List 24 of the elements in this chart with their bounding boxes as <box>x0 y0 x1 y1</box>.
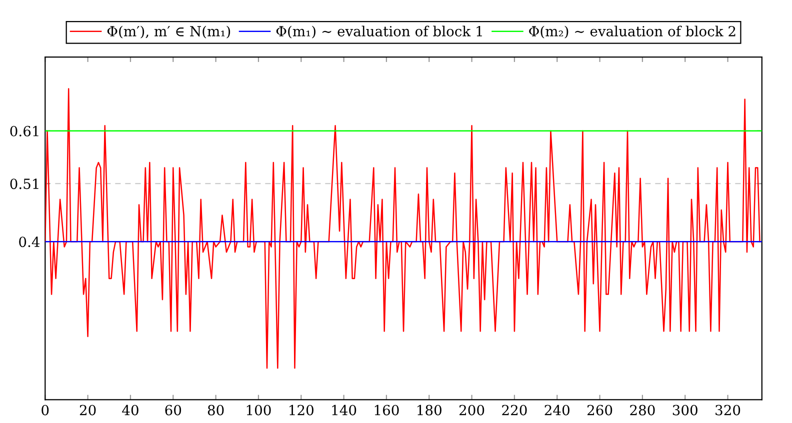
x-tick-label: 200 <box>459 404 484 416</box>
legend-label: Φ(m′), m′ ∈ N(m₁) <box>107 26 230 38</box>
x-tick-label: 320 <box>716 404 740 416</box>
x-tick-label: 240 <box>544 404 570 416</box>
y-tick-label: 0.51 <box>10 178 38 190</box>
y-tick-label: 0.61 <box>10 126 38 136</box>
line-series <box>45 88 760 369</box>
x-tick-label: 0 <box>42 404 49 416</box>
x-tick-label: 160 <box>374 404 399 416</box>
x-tick-label: 180 <box>418 404 442 416</box>
x-tick-label: 40 <box>122 404 138 416</box>
x-tick-label: 300 <box>672 404 698 416</box>
legend-label: Φ(m₂) ∼ evaluation of block 2 <box>529 26 736 38</box>
y-tick-label: 0.4 <box>19 236 40 248</box>
x-tick-label: 120 <box>290 404 314 416</box>
x-tick-label: 220 <box>502 404 527 416</box>
x-tick-label: 20 <box>80 404 96 416</box>
x-tick-label: 280 <box>630 404 655 416</box>
legend-label: Φ(m₁) ∼ evaluation of block 1 <box>276 26 482 38</box>
x-tick-label: 140 <box>332 404 356 416</box>
x-tick-label: 80 <box>208 404 224 416</box>
x-tick-label: 260 <box>587 404 612 416</box>
x-tick-label: 100 <box>246 404 271 416</box>
x-tick-label: 60 <box>165 404 182 416</box>
